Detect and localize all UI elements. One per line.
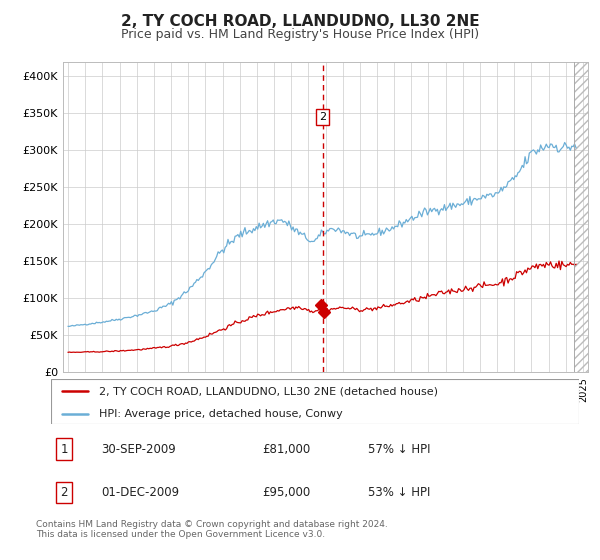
Text: 2, TY COCH ROAD, LLANDUDNO, LL30 2NE (detached house): 2, TY COCH ROAD, LLANDUDNO, LL30 2NE (de… bbox=[98, 386, 437, 396]
Text: 30-SEP-2009: 30-SEP-2009 bbox=[101, 442, 176, 456]
Text: Price paid vs. HM Land Registry's House Price Index (HPI): Price paid vs. HM Land Registry's House … bbox=[121, 28, 479, 41]
Text: 57% ↓ HPI: 57% ↓ HPI bbox=[368, 442, 430, 456]
Text: 53% ↓ HPI: 53% ↓ HPI bbox=[368, 486, 430, 500]
Text: Contains HM Land Registry data © Crown copyright and database right 2024.
This d: Contains HM Land Registry data © Crown c… bbox=[36, 520, 388, 539]
Text: £95,000: £95,000 bbox=[262, 486, 310, 500]
Text: 2: 2 bbox=[61, 486, 68, 500]
Text: HPI: Average price, detached house, Conwy: HPI: Average price, detached house, Conw… bbox=[98, 409, 342, 419]
Text: £81,000: £81,000 bbox=[262, 442, 310, 456]
Text: 2: 2 bbox=[319, 112, 326, 122]
Text: 01-DEC-2009: 01-DEC-2009 bbox=[101, 486, 179, 500]
Text: 2, TY COCH ROAD, LLANDUDNO, LL30 2NE: 2, TY COCH ROAD, LLANDUDNO, LL30 2NE bbox=[121, 14, 479, 29]
Text: 1: 1 bbox=[61, 442, 68, 456]
